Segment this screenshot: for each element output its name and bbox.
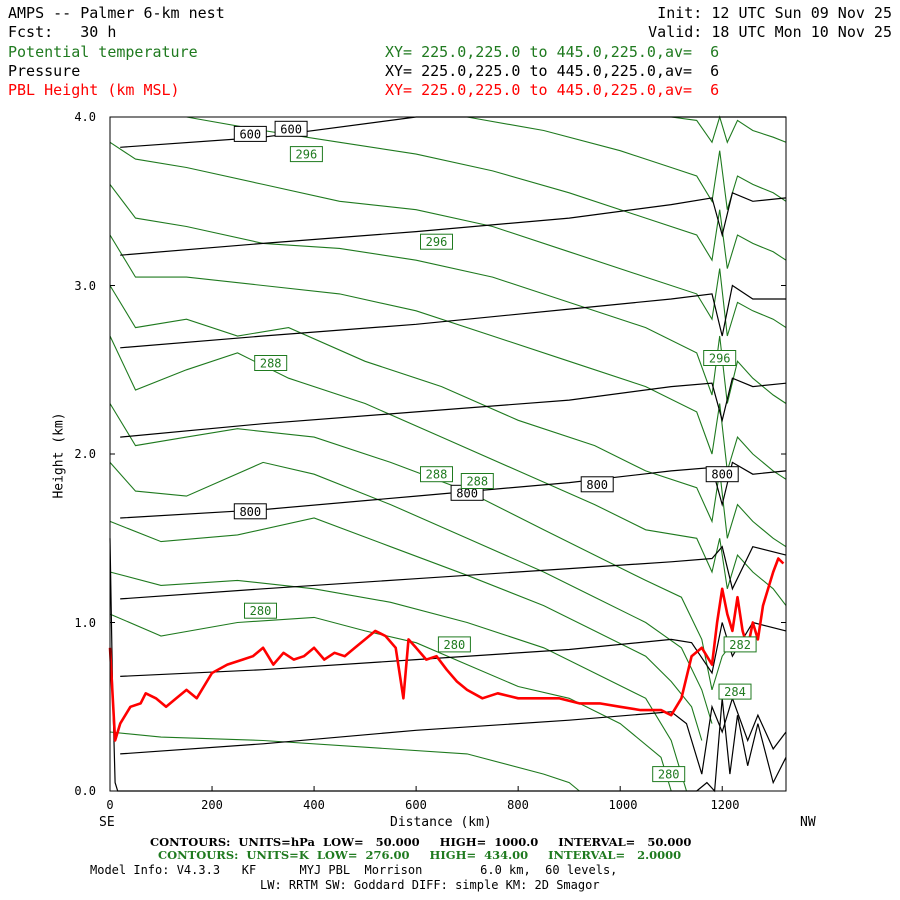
theta-contours bbox=[109, 115, 787, 792]
contour-label: 296 bbox=[709, 352, 731, 366]
contour-label-box bbox=[420, 233, 453, 250]
pressure-contour-950 bbox=[120, 696, 787, 775]
pressure-contour-650 bbox=[120, 191, 787, 256]
contour-label: 280 bbox=[658, 768, 680, 782]
legend-pbl-xy: XY= 225.0,225.0 to 445.0,225.0,av= 6 bbox=[385, 81, 720, 99]
contour-label-box bbox=[420, 466, 453, 483]
contour-label: 600 bbox=[239, 127, 261, 141]
xtick-label: 1000 bbox=[608, 798, 638, 812]
contour-label-box bbox=[723, 636, 757, 653]
xtick-label: 200 bbox=[201, 798, 223, 812]
ytick-label: 1.0 bbox=[74, 616, 96, 630]
contour-label-box bbox=[254, 355, 288, 371]
contour-label: 280 bbox=[444, 638, 466, 652]
contour-label-box bbox=[705, 466, 739, 483]
theta-contour-280 bbox=[109, 613, 672, 792]
pressure-contour-700 bbox=[120, 284, 786, 349]
contour-label: 296 bbox=[426, 235, 448, 249]
contour-label: 800 bbox=[711, 468, 733, 482]
legend-pbl-name: PBL Height (km MSL) bbox=[8, 81, 180, 99]
legend-theta-xy: XY= 225.0,225.0 to 445.0,225.0,av= 6 bbox=[385, 43, 720, 61]
footer-model-info-2: LW: RRTM SW: Goddard DIFF: simple KM: 2D… bbox=[260, 878, 600, 892]
xtick-label: 0 bbox=[106, 798, 114, 812]
contour-label: 600 bbox=[280, 122, 302, 136]
pressure-contour-750 bbox=[120, 377, 787, 438]
pbl-height-line bbox=[108, 557, 785, 742]
contour-label: 288 bbox=[466, 475, 488, 489]
legend-theta-name: Potential temperature bbox=[8, 43, 198, 61]
theta-contour-290 bbox=[109, 335, 787, 606]
legend-pressure-name: Pressure bbox=[8, 62, 81, 80]
theta-contour-296 bbox=[109, 184, 787, 404]
theta-contour-298 bbox=[109, 141, 787, 337]
theta-contour-288 bbox=[109, 403, 736, 691]
contour-label-box bbox=[703, 350, 737, 366]
y-axis-label: Height (km) bbox=[51, 412, 67, 499]
legend-pressure-xy: XY= 225.0,225.0 to 445.0,225.0,av= 6 bbox=[385, 62, 720, 80]
theta-contour-278 bbox=[109, 731, 580, 792]
header-title: AMPS -- Palmer 6-km nest bbox=[8, 4, 225, 22]
contour-label: 800 bbox=[586, 478, 608, 492]
pbl-height-series bbox=[108, 557, 785, 742]
ytick-label: 3.0 bbox=[74, 279, 96, 293]
contour-label: 280 bbox=[250, 604, 272, 618]
theta-contour-284 bbox=[109, 517, 703, 741]
ytick-label: 2.0 bbox=[74, 447, 96, 461]
contour-label: 296 bbox=[296, 148, 318, 162]
footer-pressure-contours: CONTOURS: UNITS=hPa LOW= 50.000 HIGH= 10… bbox=[150, 835, 692, 849]
contour-label-box bbox=[233, 503, 267, 520]
contour-label-box bbox=[652, 766, 686, 783]
contour-label: 282 bbox=[729, 638, 751, 652]
pressure-contour-600 bbox=[120, 116, 786, 148]
contour-label-box bbox=[580, 476, 614, 493]
pressure-contour-800 bbox=[120, 461, 787, 519]
header-forecast-hour: Fcst: 30 h bbox=[8, 23, 117, 41]
x-axis-label: Distance (km) bbox=[390, 815, 492, 830]
footer-model-info-1: Model Info: V4.3.3 KF MYJ PBL Morrison 6… bbox=[90, 863, 618, 877]
ytick-label: 4.0 bbox=[74, 110, 96, 124]
contour-label: 284 bbox=[724, 685, 746, 699]
xtick-label: 600 bbox=[405, 798, 427, 812]
pressure-contour-1000 bbox=[109, 538, 787, 793]
contour-label-box bbox=[460, 473, 494, 489]
xtick-label: 400 bbox=[303, 798, 325, 812]
xtick-label: 1200 bbox=[710, 798, 740, 812]
x-end-label-left: SE bbox=[99, 815, 115, 830]
ytick-label: 0.0 bbox=[74, 784, 96, 798]
theta-contour-300 bbox=[186, 116, 787, 269]
theta-contour-292 bbox=[109, 285, 787, 548]
contour-labels: 600 600 800 800 800 800 296 296 296 288 288 288 280 2… bbox=[233, 120, 757, 783]
contour-label-box bbox=[437, 636, 471, 653]
x-end-label-right: NW bbox=[800, 815, 816, 830]
contour-label: 288 bbox=[426, 468, 448, 482]
contour-label-box bbox=[718, 683, 752, 700]
axis-ticks bbox=[109, 116, 786, 792]
theta-contour-282 bbox=[109, 571, 688, 792]
contour-label-box bbox=[233, 125, 267, 142]
pressure-contour-850 bbox=[120, 545, 787, 600]
contour-label: 800 bbox=[239, 505, 261, 519]
contour-label-box bbox=[244, 602, 277, 619]
footer-theta-contours: CONTOURS: UNITS=K LOW= 276.00 HIGH= 434.… bbox=[158, 848, 682, 862]
header-init: Init: 12 UTC Sun 09 Nov 25 bbox=[657, 4, 892, 22]
theta-contour-304 bbox=[671, 115, 787, 144]
xtick-label: 800 bbox=[507, 798, 529, 812]
contour-label: 288 bbox=[260, 357, 282, 371]
header-valid: Valid: 18 UTC Mon 10 Nov 25 bbox=[648, 23, 892, 41]
contour-label-box bbox=[274, 120, 308, 137]
theta-contour-302 bbox=[467, 116, 787, 210]
contour-label: 800 bbox=[456, 486, 478, 500]
theta-contour-294 bbox=[109, 234, 787, 480]
theta-contour-286 bbox=[109, 461, 713, 724]
contour-label-box bbox=[289, 146, 323, 163]
